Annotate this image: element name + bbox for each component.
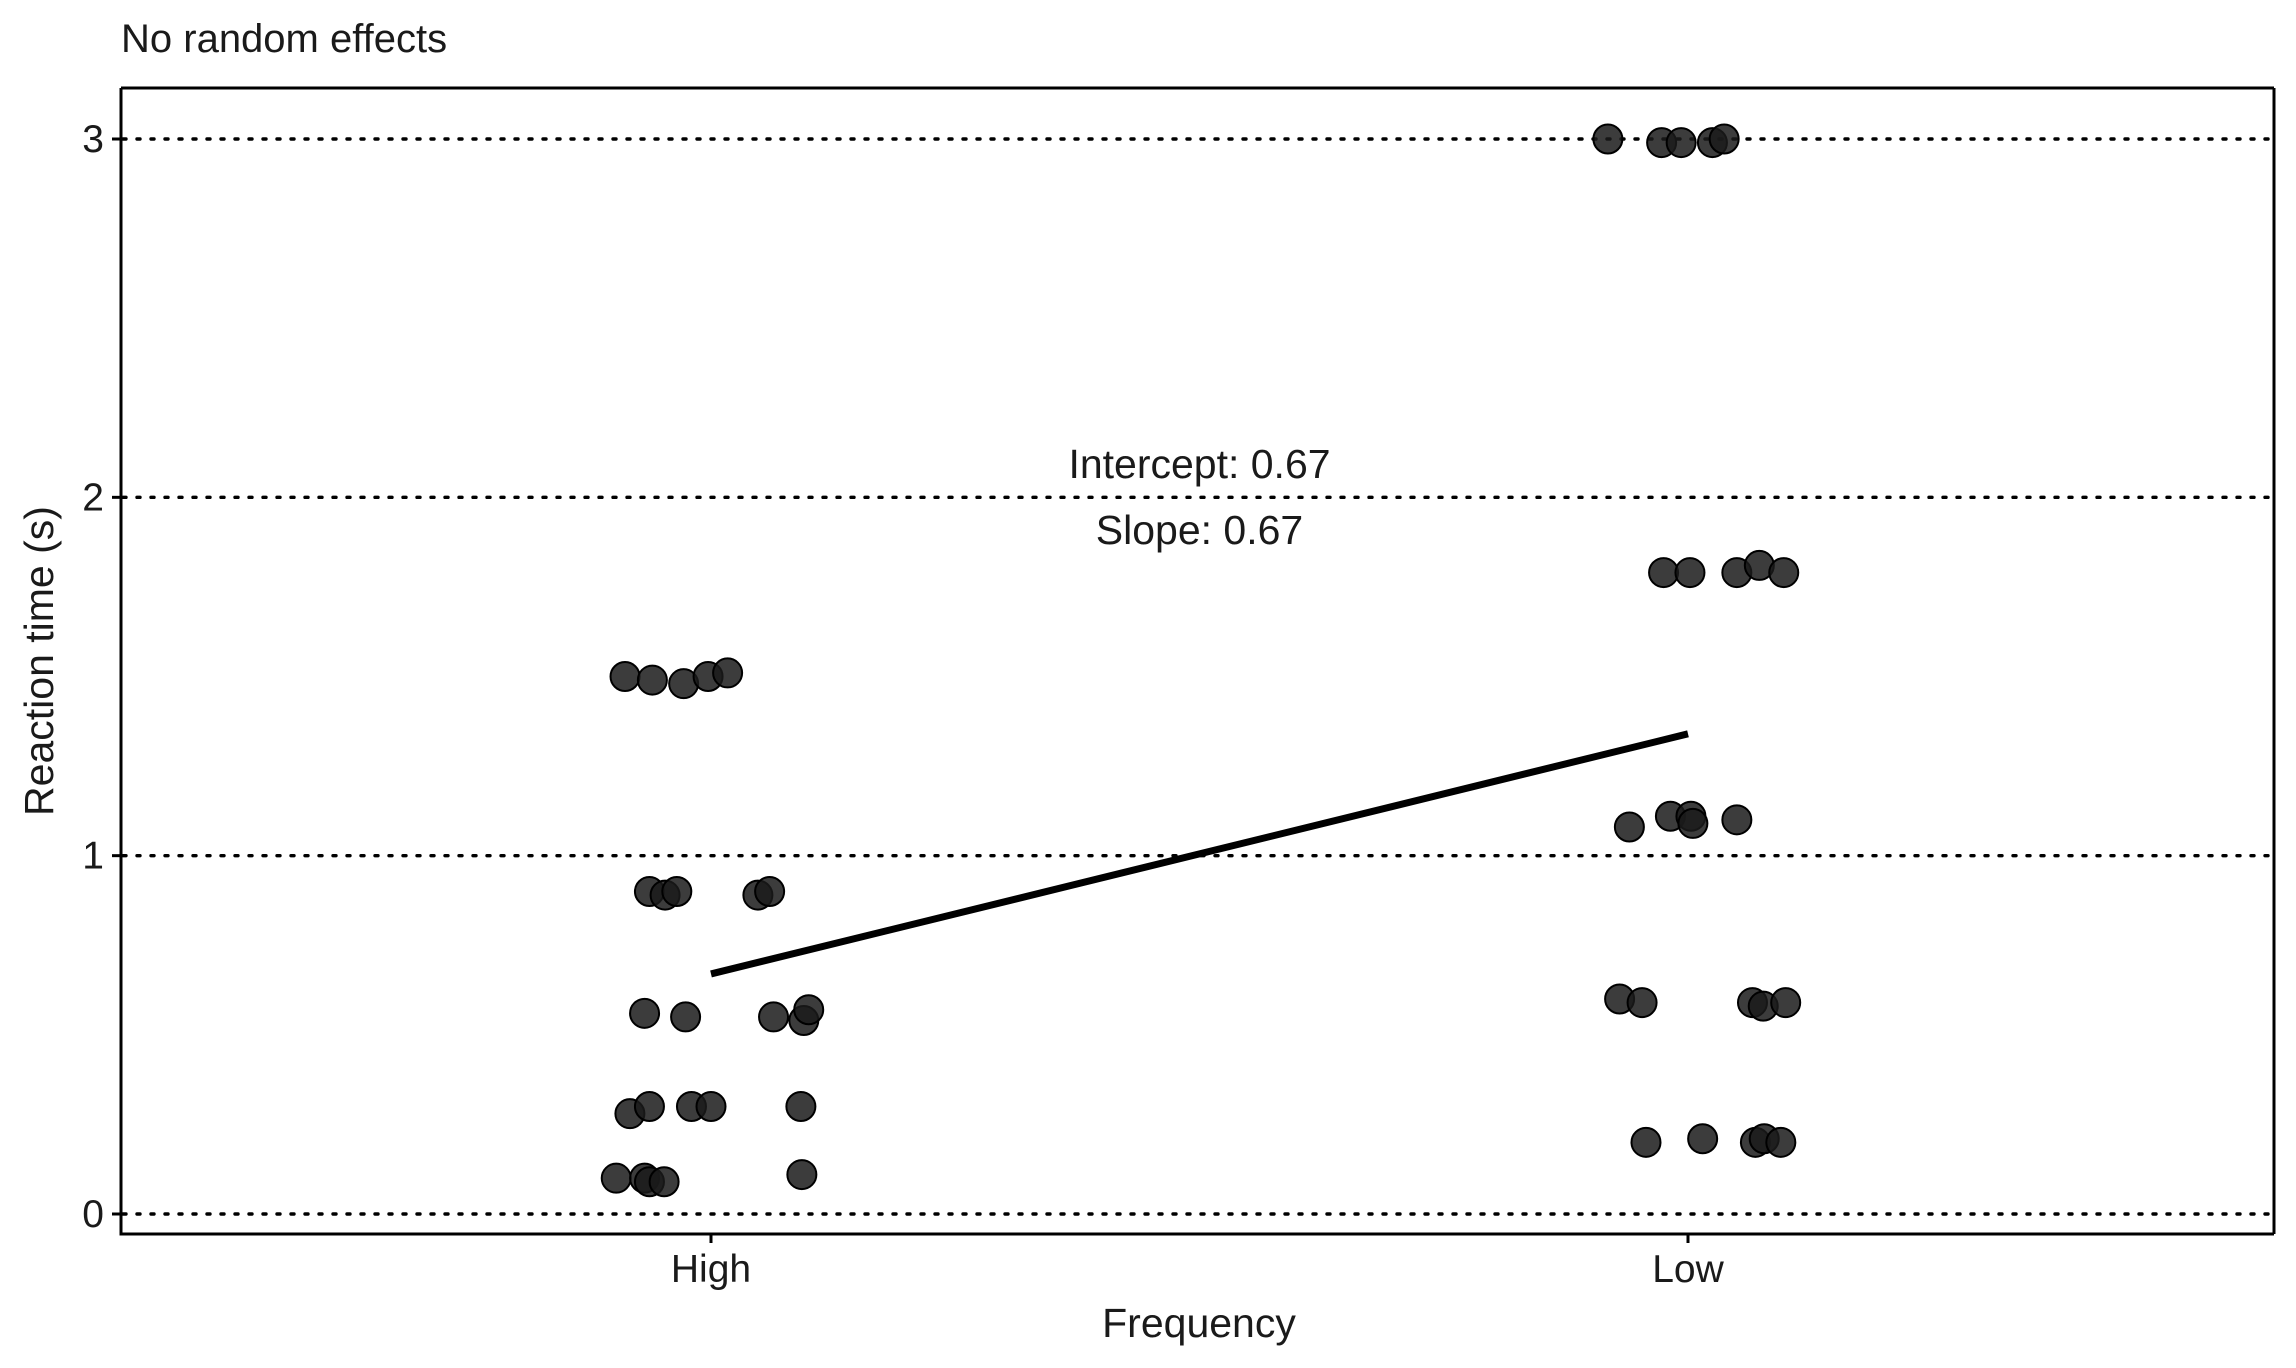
y-tick-label: 2	[82, 476, 104, 519]
data-point	[793, 994, 825, 1026]
data-point	[1768, 557, 1800, 589]
data-point	[1592, 123, 1624, 155]
x-tick-label: High	[671, 1248, 751, 1291]
data-point	[661, 876, 693, 907]
data-point	[1674, 557, 1706, 589]
data-point	[695, 1091, 727, 1122]
data-point	[1687, 1123, 1719, 1155]
data-point	[648, 1166, 680, 1198]
data-point	[1665, 127, 1697, 159]
data-point	[1708, 123, 1740, 155]
data-point	[785, 1091, 817, 1122]
data-point	[1648, 557, 1680, 589]
y-tick-label: 0	[82, 1193, 104, 1236]
x-tick-label: Low	[1652, 1248, 1724, 1291]
y-tick-label: 1	[82, 835, 104, 878]
data-point	[1677, 807, 1709, 839]
data-point	[758, 1001, 790, 1033]
data-point	[1721, 804, 1753, 836]
data-points	[600, 123, 1802, 1198]
data-point	[609, 661, 641, 692]
data-point	[1630, 1126, 1662, 1158]
data-point	[633, 1091, 665, 1122]
y-axis-title: Reaction time (s)	[16, 506, 62, 816]
data-point	[1613, 811, 1645, 843]
x-axis-title: Frequency	[1102, 1300, 1296, 1346]
data-point	[1626, 987, 1658, 1019]
y-tick-label: 3	[82, 118, 104, 161]
gridlines	[121, 137, 2274, 1216]
data-point	[712, 657, 744, 689]
data-point	[636, 664, 668, 696]
data-point	[629, 997, 661, 1029]
regression-line-group	[710, 730, 1689, 978]
x-axis-ticks: High Low	[671, 1234, 1725, 1291]
data-point	[670, 1001, 702, 1033]
regression-line	[710, 730, 1689, 978]
data-point	[600, 1162, 632, 1194]
y-axis-ticks: 0 1 2 3	[82, 118, 121, 1236]
data-point	[786, 1159, 818, 1191]
intercept-annotation: Intercept: 0.67	[1068, 441, 1330, 487]
slope-annotation: Slope: 0.67	[1096, 507, 1303, 553]
data-point	[1765, 1126, 1797, 1158]
chart-title: No random effects	[121, 17, 447, 61]
data-point	[1770, 987, 1802, 1019]
data-point	[754, 876, 786, 907]
